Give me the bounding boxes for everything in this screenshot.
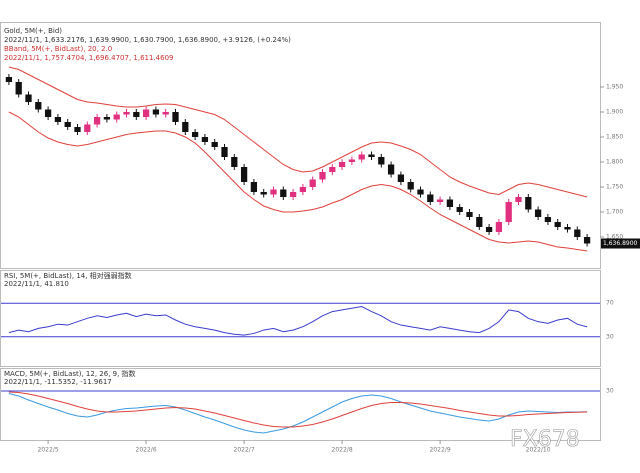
x-tick-label: 2022/10 [526,447,551,454]
candle-body [93,117,101,125]
y-tick-label: 70 [606,300,614,307]
macd-subtitle: 2022/11/1, -11.5352, -11.9617 [4,378,112,386]
candle-body [84,124,91,132]
series-line [8,391,588,428]
indicator-subtitle: 2022/11/1, 1,757.4704, 1,696.4707, 1,611… [4,54,173,62]
candle-body [64,122,71,127]
candle-body [152,109,160,115]
candle-body [378,157,385,165]
candle-body [358,154,365,160]
chart-subtitle: 2022/11/1, 1,633.2176, 1,639.9900, 1,630… [4,36,291,44]
candle-body [221,147,228,157]
chart-title: Gold, 5M(+, Bid) [4,27,62,35]
price-tag-label: 1,636.8900 [603,240,638,247]
candle-body [182,122,189,132]
candle-body [54,117,62,122]
candle-body [574,229,581,237]
candle-body [544,217,552,222]
candle-body [476,217,483,227]
indicator-title: BBand, 5M(+, BidLast), 20, 2.0 [4,45,112,53]
candle-body [368,154,375,157]
candle-body [211,142,218,147]
candle-body [250,182,258,192]
candle-body [260,192,267,195]
candle-body [133,112,140,117]
candle-body [564,227,571,230]
rsi-title: RSI, 5M(+, BidLast), 14, 相对强弱指数 [4,271,132,280]
candle-body [485,227,493,232]
x-tick-label: 2022/5 [38,447,59,454]
price-tag [601,238,640,249]
candle-body [280,189,287,197]
y-tick-label: 1,800 [606,159,623,166]
y-tick-label: 1,900 [606,109,623,116]
candle-body [417,189,424,195]
y-tick-label: 1,850 [606,134,623,141]
candle-body [338,162,346,167]
candle-body [142,109,150,117]
price-panel [0,22,601,269]
candle-body [446,199,454,207]
candle-body [348,159,356,162]
candle-body [309,179,316,187]
candle-body [25,94,32,102]
series-line [8,111,588,252]
candle-body [387,164,395,175]
candle-body [495,222,503,232]
y-tick-label: 30 [606,388,614,395]
series-line [8,393,588,434]
candle-body [240,167,248,182]
candle-body [44,109,52,117]
candle-body [319,172,326,180]
candle-body [554,222,561,227]
candle-body [162,112,169,115]
candle-body [534,209,542,217]
candle-body [515,197,522,202]
candle-body [191,132,199,137]
x-tick-label: 2022/6 [136,447,157,454]
candle-body [583,237,591,244]
candle-body [123,112,130,115]
candle-body [456,207,463,212]
series-line [8,306,588,336]
watermark: FX678 [510,427,580,452]
y-tick-label: 30 [606,333,614,340]
candle-body [466,212,473,217]
rsi-panel [0,270,601,367]
candle-body [436,199,444,202]
candle-body [113,114,120,120]
x-tick-label: 2022/7 [234,447,255,454]
macd-title: MACD, 5M(+, BidLast), 12, 26, 9, 指数 [4,369,136,378]
candle-body [231,157,238,167]
candle-body [525,197,532,210]
candle-body [103,117,111,120]
x-tick-label: 2022/9 [430,447,451,454]
series-line [8,66,588,198]
candle-body [201,137,209,142]
candle-body [329,167,336,172]
candle-body [270,189,277,195]
y-tick-label: 1,750 [606,184,623,191]
candle-body [74,127,81,132]
x-tick-label: 2022/8 [332,447,353,454]
candle-body [15,82,22,95]
y-tick-label: 1,700 [606,209,623,216]
y-tick-label: 1,650 [606,234,623,241]
candle-body [397,174,405,182]
candle-body [505,202,512,222]
rsi-subtitle: 2022/11/1, 41.810 [4,280,69,288]
candle-body [5,77,13,82]
y-tick-label: 1,950 [606,84,623,91]
candle-body [35,102,42,110]
candle-body [407,182,414,190]
candle-body [289,192,297,197]
macd-panel [0,368,601,441]
candle-body [427,194,434,202]
candle-body [299,187,307,192]
candle-body [172,112,179,122]
